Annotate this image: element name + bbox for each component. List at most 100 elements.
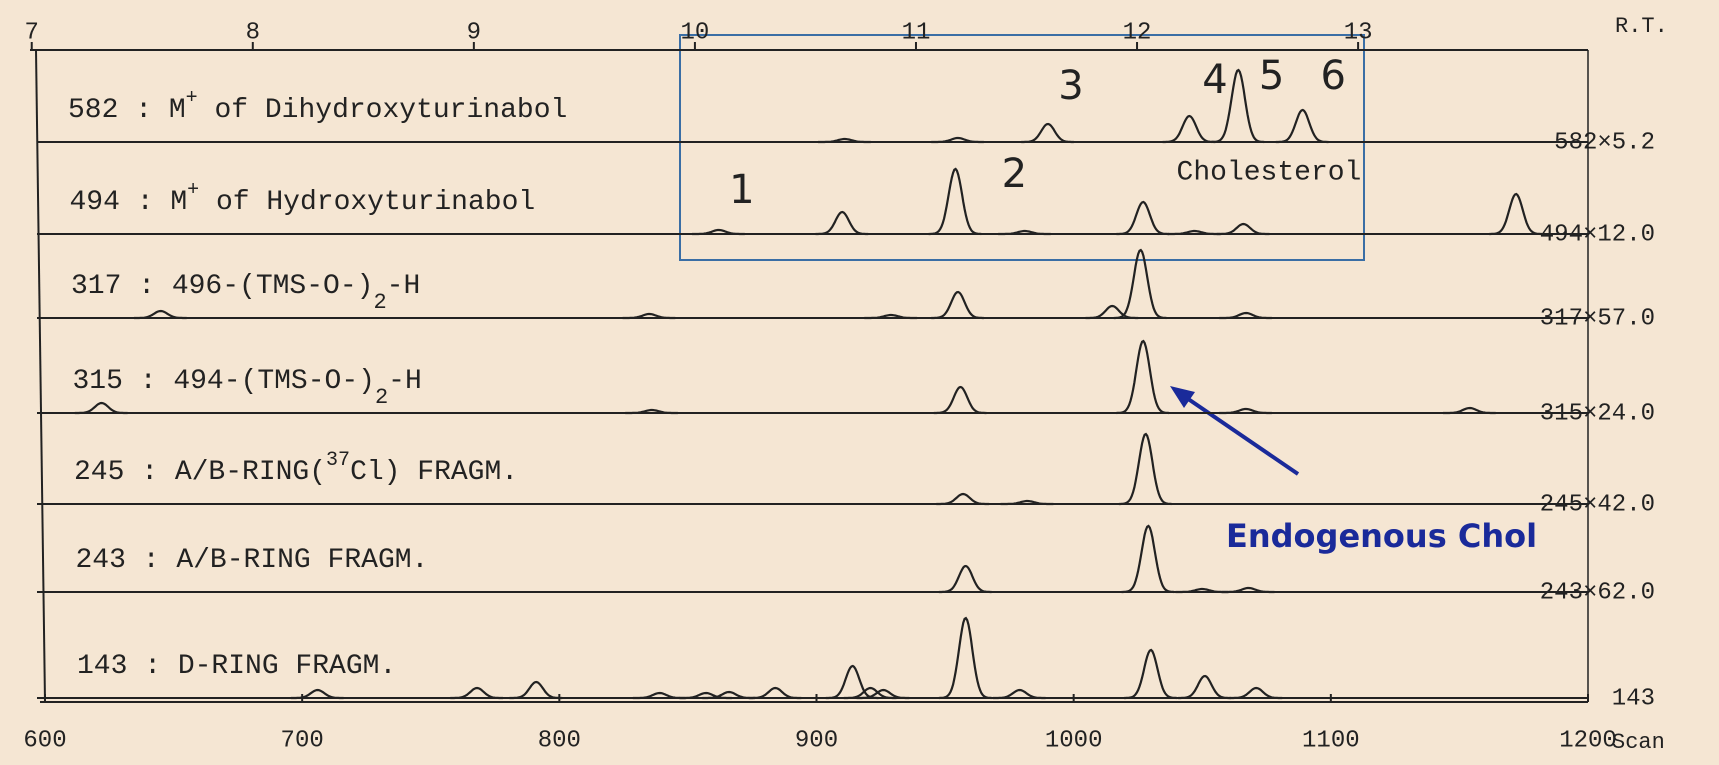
x-tick-label: 900 <box>795 727 838 754</box>
peak <box>928 167 982 236</box>
peak <box>632 691 686 700</box>
peak <box>1124 648 1177 700</box>
peak <box>1216 222 1270 236</box>
x-tick-label: 800 <box>538 727 581 754</box>
trace-label: 582 : M+ of Dihydroxyturinabol <box>68 87 567 126</box>
trace-label-part: 243 : A/B-RING FRAGM. <box>76 545 429 576</box>
x-tick-label: 700 <box>281 727 324 754</box>
peak <box>1121 524 1175 594</box>
peak-label: 6 <box>1321 53 1346 99</box>
x-tick-label: 1100 <box>1302 727 1360 754</box>
trace-label-part: of Dihydroxyturinabol <box>198 95 568 126</box>
trace-label-part: + <box>187 179 199 202</box>
peak <box>702 690 755 700</box>
left-axis <box>35 49 46 703</box>
trace-label-part: 494 : M <box>70 187 188 218</box>
x-axis-label: Scan <box>1612 730 1665 755</box>
peak <box>1118 432 1172 506</box>
peak-label: 3 <box>1058 63 1083 109</box>
peak <box>1000 499 1054 506</box>
peak <box>1221 586 1275 594</box>
trace-scale: 317×57.0 <box>1540 305 1655 332</box>
peak <box>1085 304 1139 320</box>
peak <box>1021 122 1074 144</box>
trace-label-part: 37 <box>326 449 350 472</box>
trace-scale: 494×12.0 <box>1540 221 1655 248</box>
peak <box>679 691 732 700</box>
trace-label-part: 317 : 496-(TMS-O-) <box>71 271 373 302</box>
peak <box>992 688 1046 700</box>
peak <box>864 313 918 320</box>
peak <box>933 385 987 415</box>
peak <box>936 492 990 506</box>
peak <box>818 137 871 144</box>
peak <box>931 136 984 144</box>
x2-tick-label: 8 <box>246 19 260 46</box>
peak <box>134 309 187 320</box>
x-tick-label: 1000 <box>1045 727 1103 754</box>
highlight-box <box>679 34 1365 261</box>
trace-label-part: -H <box>388 366 422 397</box>
peak <box>625 408 678 415</box>
peak <box>938 616 992 700</box>
trace-label-part: of Hydroxyturinabol <box>199 187 535 218</box>
peak-label: 2 <box>1002 151 1027 197</box>
peak <box>748 686 802 700</box>
x-tick-label: 600 <box>23 727 66 754</box>
trace-label-part: 582 : M <box>68 95 186 126</box>
peak-label: 1 <box>729 167 754 213</box>
peak <box>1219 407 1272 415</box>
trace-label: 243 : A/B-RING FRAGM. <box>76 545 429 576</box>
peak-label: Cholesterol <box>1177 157 1362 188</box>
trace-label-part: Cl) FRAGM. <box>350 457 518 488</box>
trace-label: 494 : M+ of Hydroxyturinabol <box>70 179 536 218</box>
peak <box>1116 200 1170 236</box>
trace-label-part: 2 <box>373 290 386 315</box>
peak <box>692 228 745 236</box>
x2-tick-label: 7 <box>25 19 39 46</box>
peak-label: 4 <box>1202 57 1227 103</box>
annotation: Endogenous Chol <box>1226 517 1537 555</box>
peak <box>1178 674 1231 700</box>
peak <box>450 686 503 700</box>
peak <box>1443 406 1496 415</box>
trace-label-part: 143 : D-RING FRAGM. <box>77 651 396 682</box>
arrow-head <box>1170 386 1195 408</box>
trace-scale: 143 <box>1612 685 1655 712</box>
peak <box>998 229 1051 236</box>
trace-label-part: 315 : 494-(TMS-O-) <box>73 366 375 397</box>
trace-scale: 245×42.0 <box>1540 491 1655 518</box>
peak <box>931 290 984 320</box>
trace-scale: 315×24.0 <box>1540 400 1655 427</box>
peak <box>938 564 992 594</box>
trace-label: 245 : A/B-RING(37Cl) FRAGM. <box>74 449 518 488</box>
trace-label: 143 : D-RING FRAGM. <box>77 651 396 682</box>
trace-label-part: + <box>186 87 198 110</box>
trace-scale: 582×5.2 <box>1554 129 1655 156</box>
x2-tick-label: 13 <box>1344 19 1373 46</box>
trace-label-part: 245 : A/B-RING( <box>74 457 326 488</box>
peak <box>843 686 897 700</box>
trace-scale: 243×62.0 <box>1540 579 1655 606</box>
peak <box>1211 68 1265 144</box>
peak <box>1229 686 1283 700</box>
peak <box>825 664 879 700</box>
peak <box>290 688 344 700</box>
arrow-shaft <box>1176 390 1300 476</box>
trace-label-part: -H <box>387 271 421 302</box>
trace-label-part: 2 <box>375 385 388 410</box>
x2-axis-label: R.T. <box>1615 14 1668 39</box>
peak <box>815 210 869 236</box>
x2-tick-label: 12 <box>1123 19 1152 46</box>
peak <box>509 680 563 700</box>
peak <box>1489 192 1542 236</box>
x2-tick-label: 11 <box>902 19 931 46</box>
peak <box>1113 248 1167 320</box>
trace-label: 317 : 496-(TMS-O-)2-H <box>71 271 420 314</box>
peak <box>1167 229 1221 236</box>
peak <box>74 401 128 415</box>
peak <box>1175 587 1229 594</box>
peak <box>1116 339 1170 415</box>
